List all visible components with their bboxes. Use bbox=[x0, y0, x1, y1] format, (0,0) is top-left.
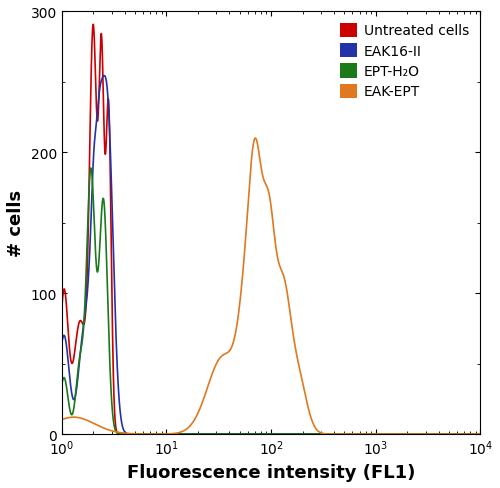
Y-axis label: # cells: # cells bbox=[7, 190, 25, 257]
EAK16-II bbox=[337, 431, 343, 437]
X-axis label: Fluorescence intensity (FL1): Fluorescence intensity (FL1) bbox=[127, 463, 415, 481]
EAK16-II bbox=[219, 431, 225, 437]
EAK-EPT bbox=[371, 431, 377, 437]
EAK-EPT bbox=[403, 431, 409, 437]
Untreated cells bbox=[90, 22, 96, 28]
EPT-H₂O bbox=[331, 431, 337, 437]
EPT-H₂O bbox=[135, 431, 141, 437]
EAK16-II bbox=[478, 431, 484, 437]
EPT-H₂O bbox=[88, 166, 94, 172]
EAK-EPT bbox=[218, 353, 224, 359]
EAK-EPT bbox=[252, 136, 258, 142]
EPT-H₂O bbox=[58, 382, 64, 388]
Untreated cells bbox=[478, 431, 484, 437]
Untreated cells bbox=[310, 431, 316, 437]
EAK16-II bbox=[331, 431, 337, 437]
Untreated cells bbox=[320, 431, 326, 437]
Untreated cells bbox=[135, 431, 141, 437]
EAK16-II bbox=[58, 341, 64, 347]
EPT-H₂O bbox=[403, 431, 409, 437]
EAK16-II bbox=[135, 431, 141, 437]
EAK-EPT bbox=[331, 431, 337, 437]
EAK16-II bbox=[372, 431, 378, 437]
Line: EPT-H₂O: EPT-H₂O bbox=[62, 169, 480, 434]
Untreated cells bbox=[372, 431, 378, 437]
EPT-H₂O bbox=[478, 431, 484, 437]
Legend: Untreated cells, EAK16-II, EPT-H₂O, EAK-EPT: Untreated cells, EAK16-II, EPT-H₂O, EAK-… bbox=[336, 20, 473, 103]
Line: EAK16-II: EAK16-II bbox=[62, 77, 480, 434]
Untreated cells bbox=[58, 307, 64, 313]
Untreated cells bbox=[331, 431, 337, 437]
EAK-EPT bbox=[310, 420, 316, 426]
Line: Untreated cells: Untreated cells bbox=[62, 25, 480, 434]
EPT-H₂O bbox=[219, 431, 225, 437]
EPT-H₂O bbox=[372, 431, 378, 437]
Untreated cells bbox=[219, 431, 225, 437]
EPT-H₂O bbox=[262, 431, 268, 437]
EAK-EPT bbox=[58, 417, 64, 423]
EAK16-II bbox=[102, 74, 107, 80]
EAK16-II bbox=[403, 431, 409, 437]
EAK-EPT bbox=[135, 431, 141, 437]
Line: EAK-EPT: EAK-EPT bbox=[62, 139, 480, 434]
EPT-H₂O bbox=[310, 431, 316, 437]
EAK16-II bbox=[310, 431, 316, 437]
EAK-EPT bbox=[478, 431, 484, 437]
Untreated cells bbox=[403, 431, 409, 437]
